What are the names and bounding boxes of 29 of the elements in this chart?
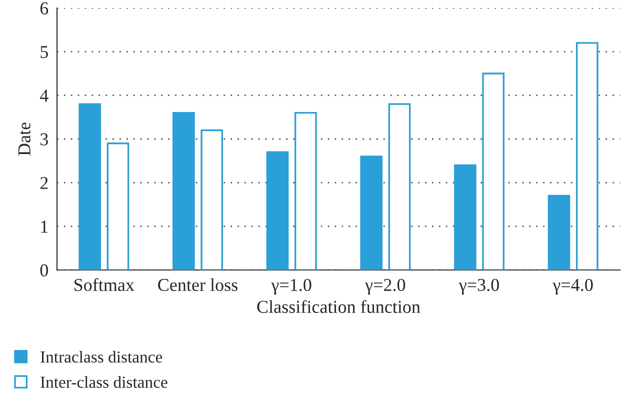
bar xyxy=(454,164,476,270)
y-tick-label: 3 xyxy=(40,133,48,146)
bar xyxy=(172,112,195,270)
bar xyxy=(78,103,101,270)
y-tick-label: 2 xyxy=(40,176,48,189)
y-axis-title: Date xyxy=(18,122,30,156)
x-tick-label: γ=3.0 xyxy=(458,278,499,295)
bar xyxy=(548,194,570,270)
bar xyxy=(294,112,317,270)
legend-label: Inter-class distance xyxy=(40,376,168,388)
legend-label: Intraclass distance xyxy=(40,350,162,363)
bar xyxy=(576,42,598,270)
bar xyxy=(388,103,411,270)
y-tick-label: 5 xyxy=(40,46,48,58)
bar xyxy=(360,156,382,270)
x-tick-label: Softmax xyxy=(74,278,134,292)
y-tick-label: 6 xyxy=(40,2,48,14)
bar xyxy=(106,142,130,270)
bar xyxy=(482,72,504,270)
x-tick-label: γ=1.0 xyxy=(271,278,312,295)
x-axis-title: Classification function xyxy=(257,300,420,313)
x-tick-label: γ=2.0 xyxy=(365,278,406,295)
x-tick-label: γ=4.0 xyxy=(552,278,593,295)
bar xyxy=(200,129,223,270)
y-tick-label: 0 xyxy=(40,264,48,276)
bar xyxy=(266,151,289,270)
y-tick-label: 4 xyxy=(40,90,48,102)
y-tick-label: 1 xyxy=(41,220,48,233)
x-tick-label: Center loss xyxy=(158,278,238,292)
